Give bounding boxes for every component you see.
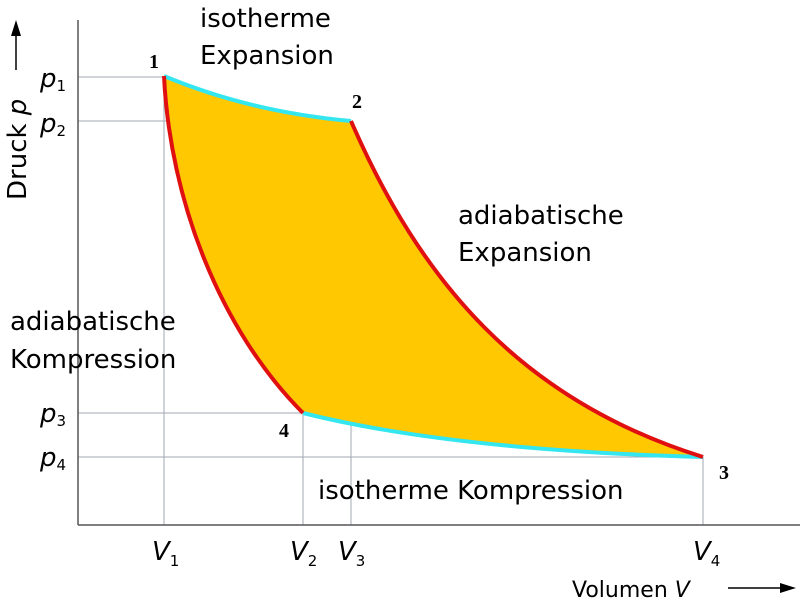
symbol: V	[290, 537, 310, 567]
point-label: 3	[719, 462, 729, 484]
y-axis-symbol: p	[3, 99, 33, 117]
point-label: 4	[279, 420, 289, 442]
subscript: 3	[356, 552, 366, 570]
point-label: 2	[352, 91, 362, 113]
process-label: isotherme Kompression	[318, 476, 623, 506]
x-axis-text: Volumen	[572, 578, 668, 603]
isotherm-expansion	[163, 74, 352, 123]
symbol: V	[152, 537, 172, 567]
symbol: p	[39, 64, 57, 94]
process-label: Kompression	[10, 345, 176, 375]
x-axis-label: Volumen V	[572, 578, 692, 603]
p-label: p2	[39, 109, 66, 140]
v-label: V1	[152, 537, 179, 570]
p-label: p1	[39, 64, 66, 95]
cycle-area	[164, 76, 703, 457]
adiabat-compression	[162, 75, 305, 415]
y-arrow-head	[11, 20, 21, 36]
symbol: p	[39, 109, 57, 139]
x-axis-symbol: V	[675, 578, 692, 603]
v-label: V2	[290, 537, 317, 570]
y-axis-text: Druck	[3, 123, 33, 200]
p-label: p4	[39, 443, 66, 474]
subscript: 2	[57, 122, 67, 140]
isotherm-compression	[302, 411, 704, 459]
v-label: V3	[338, 537, 365, 570]
process-label: adiabatische	[458, 201, 624, 231]
process-label: Expansion	[458, 238, 592, 268]
subscript: 4	[57, 456, 67, 474]
process-label: isotherme	[200, 4, 331, 34]
process-label: adiabatische	[10, 307, 176, 337]
subscript: 1	[170, 552, 180, 570]
y-axis-label: Druck p	[3, 99, 33, 200]
symbol: V	[338, 537, 358, 567]
subscript: 2	[308, 552, 318, 570]
symbol: V	[693, 537, 713, 567]
point-label: 1	[149, 51, 159, 73]
process-label: Expansion	[200, 41, 334, 71]
v-label: V4	[693, 537, 720, 570]
subscript: 1	[57, 77, 67, 95]
x-arrow-head	[780, 583, 796, 593]
adiabat-expansion	[349, 120, 704, 459]
p-label: p3	[39, 399, 66, 430]
symbol: p	[39, 443, 57, 473]
subscript: 4	[711, 552, 721, 570]
symbol: p	[39, 399, 57, 429]
subscript: 3	[57, 412, 67, 430]
